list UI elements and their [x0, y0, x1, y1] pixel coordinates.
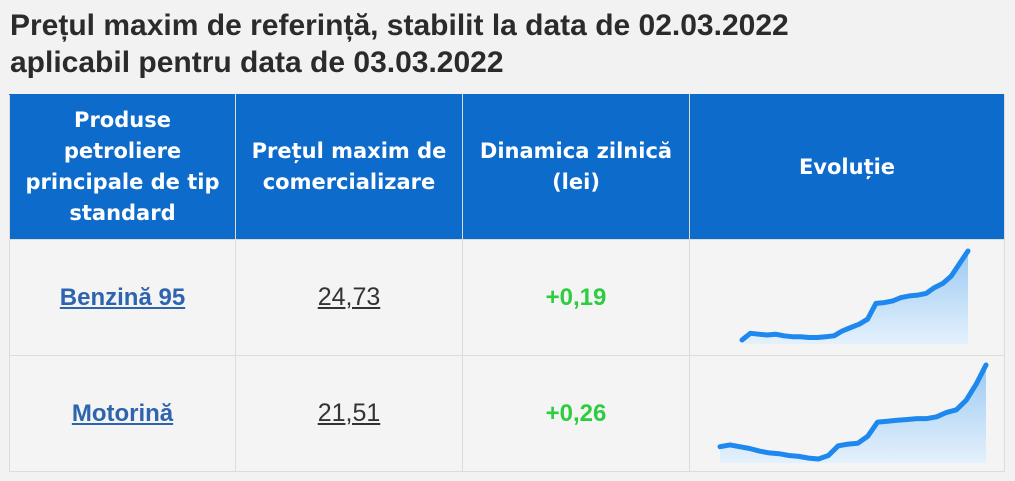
daily-change-value: +0,26	[545, 399, 607, 427]
price-cell: 21,51	[235, 355, 463, 472]
table-row: Motorină 21,51 +0,26	[9, 355, 1005, 472]
product-cell: Benzină 95	[9, 239, 236, 356]
sparkline-area	[720, 364, 986, 463]
evolution-cell	[689, 355, 1005, 472]
header-product: Produse petroliere principale de tip sta…	[9, 94, 236, 240]
daily-change-value: +0,19	[545, 283, 607, 311]
product-cell: Motorină	[9, 355, 236, 472]
header-daily-change: Dinamica zilnică (lei)	[462, 94, 690, 240]
page-title-line1: Prețul maxim de referință, stabilit la d…	[10, 9, 789, 42]
change-cell: +0,26	[462, 355, 690, 472]
header-evolution: Evoluție	[689, 94, 1005, 240]
product-link-motorina[interactable]: Motorină	[71, 399, 174, 427]
price-table: Produse petroliere principale de tip sta…	[9, 94, 1005, 472]
evolution-cell	[689, 239, 1005, 356]
table-header-row: Produse petroliere principale de tip sta…	[9, 94, 1005, 240]
product-link-benzina-95[interactable]: Benzină 95	[59, 283, 186, 311]
price-value[interactable]: 21,51	[317, 399, 381, 427]
change-cell: +0,19	[462, 239, 690, 356]
sparkline-line	[739, 248, 971, 342]
sparkline-area	[742, 250, 968, 344]
table-row: Benzină 95 24,73 +0,19	[9, 239, 1005, 356]
price-value[interactable]: 24,73	[317, 283, 381, 311]
page-title: Prețul maxim de referință, stabilit la d…	[10, 7, 1000, 81]
sparkline-line	[717, 362, 989, 461]
sparkline-motorina	[717, 362, 989, 463]
page-title-line2: aplicabil pentru data de 03.03.2022	[10, 46, 504, 79]
sparkline-benzina-95	[739, 248, 971, 344]
price-cell: 24,73	[235, 239, 463, 356]
header-max-price: Prețul maxim de comercializare	[235, 94, 463, 240]
